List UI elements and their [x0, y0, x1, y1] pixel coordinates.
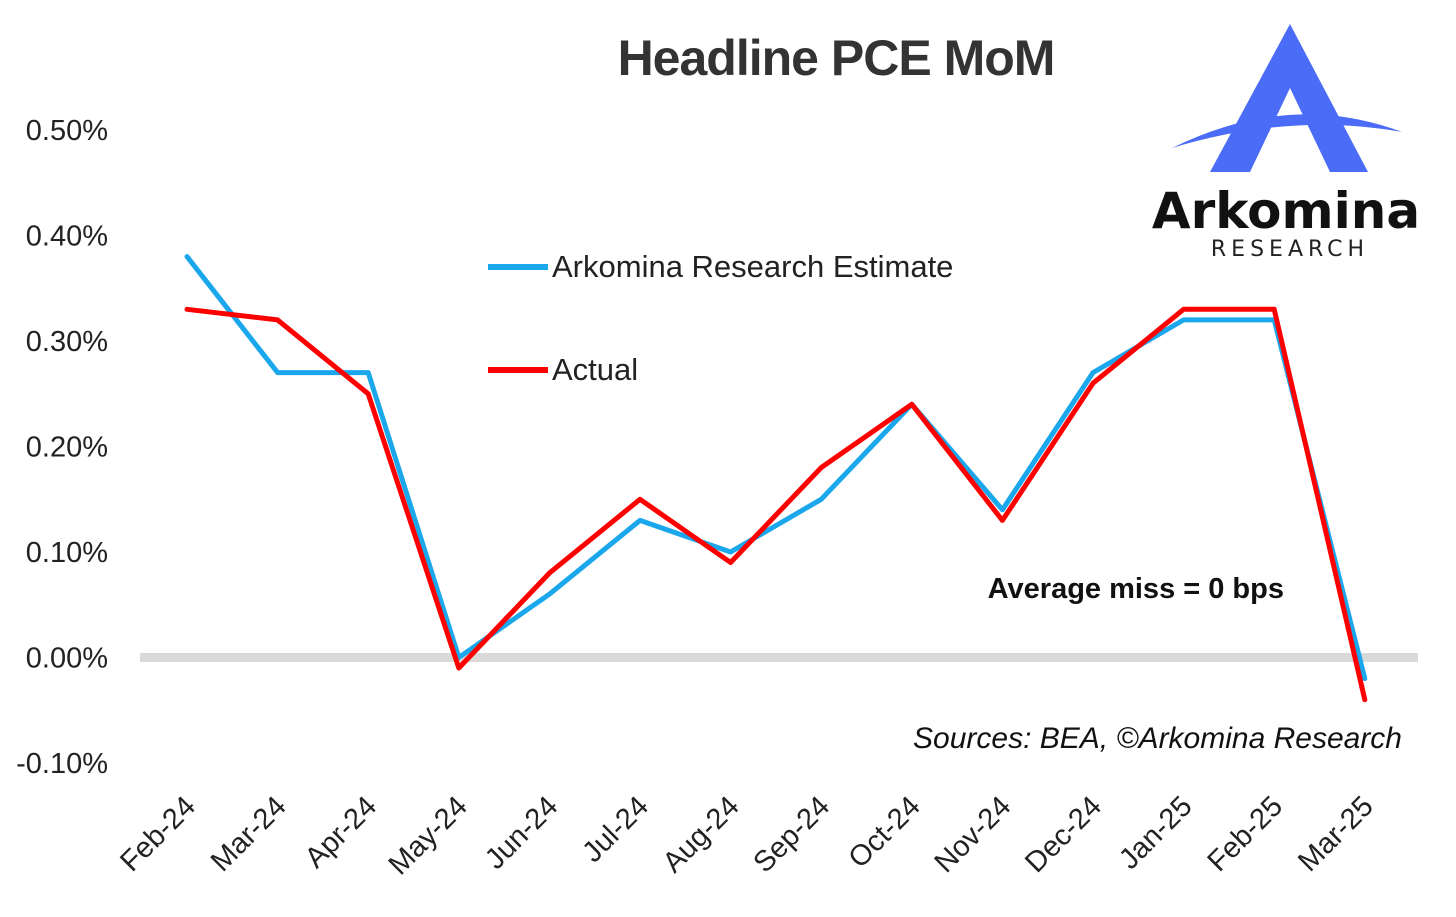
y-tick-label: 0.10%: [26, 537, 108, 569]
x-tick-label: Apr-24: [299, 790, 383, 874]
legend: Arkomina Research Estimate Actual: [488, 249, 953, 387]
x-tick-label: Aug-24: [657, 790, 746, 879]
y-tick-label: -0.10%: [16, 748, 108, 780]
x-tick-label: Dec-24: [1019, 790, 1108, 879]
x-tick-label: Oct-24: [843, 790, 927, 874]
logo-a-mark-icon: [1210, 24, 1368, 172]
chart-title: Headline PCE MoM: [618, 30, 1055, 86]
series-line-estimate: [184, 254, 1368, 682]
x-tick-label: Nov-24: [929, 790, 1018, 879]
series-layer: [184, 254, 1368, 703]
x-tick-label: Sep-24: [747, 790, 836, 879]
arkomina-logo: Arkomina RESEARCH: [1152, 24, 1420, 262]
legend-label-actual: Actual: [552, 352, 638, 387]
y-tick-label: 0.50%: [26, 115, 108, 147]
y-tick-label: 0.40%: [26, 221, 108, 253]
x-tick-label: Jul-24: [576, 790, 654, 868]
x-tick-label: Jan-25: [1113, 790, 1198, 875]
legend-label-estimate: Arkomina Research Estimate: [552, 249, 953, 284]
x-tick-label: Mar-25: [1292, 790, 1380, 878]
x-axis: Feb-24 Mar-24 Apr-24 May-24 Jun-24 Jul-24 Aug-…: [114, 790, 1379, 881]
y-axis: 0.50% 0.40% 0.30% 0.20% 0.10% 0.00% -0.10%: [16, 115, 108, 780]
y-tick-label: 0.30%: [26, 326, 108, 358]
y-tick-label: 0.20%: [26, 432, 108, 464]
x-tick-label: Jun-24: [479, 790, 564, 875]
x-tick-label: Mar-24: [205, 790, 293, 878]
x-tick-label: Feb-24: [114, 790, 202, 878]
source-note: Sources: BEA, ©Arkomina Research: [913, 722, 1402, 755]
x-tick-label: Feb-25: [1202, 790, 1290, 878]
logo-swoosh-icon: [1172, 114, 1402, 148]
y-tick-label: 0.00%: [26, 643, 108, 675]
average-miss-annotation: Average miss = 0 bps: [988, 573, 1284, 605]
logo-subtitle: RESEARCH: [1211, 237, 1369, 262]
series-line-actual: [184, 306, 1368, 703]
x-tick-label: May-24: [383, 790, 474, 881]
logo-wordmark: Arkomina: [1152, 182, 1420, 240]
